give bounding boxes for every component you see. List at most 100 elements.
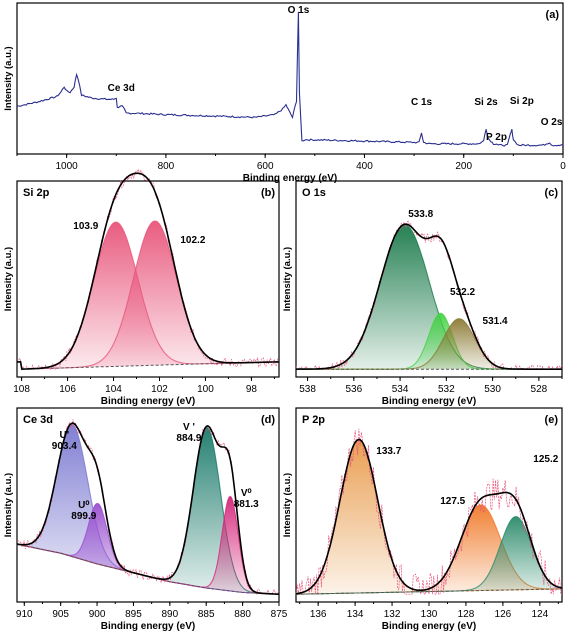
component-area-1	[296, 224, 562, 370]
x-tick-label: 600	[257, 161, 274, 172]
peak-label-line: 899.9	[71, 511, 96, 522]
component-area-4	[17, 496, 279, 595]
x-tick-label: 128	[458, 609, 475, 620]
component-area-2	[17, 221, 279, 370]
peak-annotation: Si 2s	[474, 97, 498, 108]
x-tick-label: 102	[151, 384, 168, 395]
peak-label: V ' 884.9	[176, 422, 201, 444]
peak-label: 102.2	[180, 235, 205, 246]
x-tick-label: 895	[125, 609, 142, 620]
x-axis-label: Binding energy (eV)	[101, 621, 195, 632]
x-tick-label: 98	[246, 384, 258, 395]
x-tick-label: 800	[158, 161, 175, 172]
peak-label-line: 103.9	[73, 221, 98, 232]
x-tick-label: 134	[347, 609, 364, 620]
y-axis-label: Intensity (a.u.)	[3, 247, 14, 311]
x-tick-label: 536	[345, 384, 362, 395]
survey-spectrum-line	[16, 11, 564, 147]
x-tick-label: 126	[495, 609, 512, 620]
x-axis-label: Binding energy (eV)	[101, 396, 195, 407]
x-tick-label: 885	[198, 609, 215, 620]
peak-label: 125.2	[533, 454, 558, 465]
plot-frame	[295, 180, 563, 378]
x-tick-label: 890	[161, 609, 178, 620]
x-tick-label: 108	[13, 384, 30, 395]
envelope-line	[295, 438, 563, 595]
peak-label-line: V⁰	[241, 488, 252, 499]
peak-label-line: 133.7	[376, 446, 401, 457]
panel-tag: (e)	[545, 414, 559, 426]
panel-tag: (b)	[261, 187, 275, 199]
peak-annotation: P 2p	[486, 132, 507, 143]
peak-annotation: Si 2p	[510, 96, 534, 107]
x-tick-label: 100	[197, 384, 214, 395]
panel-title: P 2p	[302, 414, 325, 426]
x-tick-label: 910	[16, 609, 33, 620]
x-tick-label: 875	[271, 609, 288, 620]
component-area-1	[17, 222, 279, 370]
component-area-3	[296, 516, 562, 595]
component-area-2	[296, 313, 562, 370]
peak-label: 103.9	[73, 221, 98, 232]
peak-label: 133.7	[376, 446, 401, 457]
x-tick-label: 136	[310, 609, 327, 620]
peak-label-line: 884.9	[176, 433, 201, 444]
x-axis-label: Binding energy (eV)	[382, 621, 476, 632]
peak-label-line: V '	[183, 422, 195, 433]
panel-title: O 1s	[302, 187, 326, 199]
plot-frame	[16, 180, 280, 378]
peak-label-line: U⁰	[78, 500, 89, 511]
panel-tag: (a)	[546, 9, 560, 21]
plot-frame	[16, 2, 564, 155]
peak-label-line: U'	[60, 430, 70, 441]
x-tick-label: 880	[234, 609, 251, 620]
envelope-line	[16, 422, 279, 595]
peak-label: 533.8	[408, 209, 433, 220]
x-tick-label: 1000	[56, 161, 79, 172]
x-tick-label: 528	[531, 384, 548, 395]
x-tick-label: 534	[392, 384, 409, 395]
peak-label: V⁰ 881.3	[234, 488, 259, 510]
envelope-line	[17, 172, 279, 370]
peak-label-line: 531.4	[483, 316, 508, 327]
peak-label: 532.2	[450, 287, 475, 298]
x-tick-label: 124	[531, 609, 548, 620]
background-line	[296, 588, 562, 595]
component-area-1	[296, 439, 562, 595]
x-axis-label: Binding energy (eV)	[382, 396, 476, 407]
x-tick-label: 900	[89, 609, 106, 620]
panel-title: Si 2p	[23, 187, 50, 199]
x-tick-label: 200	[455, 161, 472, 172]
peak-annotation: O 1s	[288, 5, 310, 16]
panel-tag: (d)	[261, 414, 275, 426]
x-tick-label: 905	[52, 609, 69, 620]
peak-label-line: 102.2	[180, 235, 205, 246]
envelope-line	[296, 223, 562, 370]
panel-a-survey: 1000 800 600 400 200 0 Binding energy (eV) Inte…	[3, 2, 566, 184]
x-tick-label: 532	[438, 384, 455, 395]
x-tick-label: 530	[484, 384, 501, 395]
x-axis-label: Binding energy (eV)	[243, 173, 337, 184]
peak-label: U⁰ 899.9	[71, 500, 96, 522]
panel-b-si2p: 108 106 104 102 100 98 Binding energy (eV) Inte…	[3, 168, 280, 407]
x-tick-label: 106	[59, 384, 76, 395]
y-axis-label: Intensity (a.u.)	[282, 247, 293, 311]
peak-label-line: 881.3	[234, 499, 259, 510]
peak-label-line: 533.8	[408, 209, 433, 220]
x-tick-label: 130	[421, 609, 438, 620]
x-tick-label: 400	[356, 161, 373, 172]
x-tick-label: 538	[299, 384, 316, 395]
peak-annotation: Ce 3d	[108, 83, 135, 94]
y-axis-label: Intensity (a.u.)	[282, 473, 293, 537]
y-axis-label: Intensity (a.u.)	[3, 46, 14, 110]
peak-annotation: C 1s	[411, 97, 433, 108]
x-tick-label: 0	[560, 161, 566, 172]
panel-e-p2p: 136 134 132 130 128 126 124 Binding energy (eV)…	[282, 407, 563, 632]
background-line	[17, 361, 279, 370]
x-tick-label: 104	[105, 384, 122, 395]
peak-label: 127.5	[440, 496, 465, 507]
raw-data-line	[295, 428, 562, 595]
panel-tag: (c)	[545, 187, 559, 199]
peak-annotation: O 2s	[541, 117, 563, 128]
peak-label-line: 532.2	[450, 287, 475, 298]
